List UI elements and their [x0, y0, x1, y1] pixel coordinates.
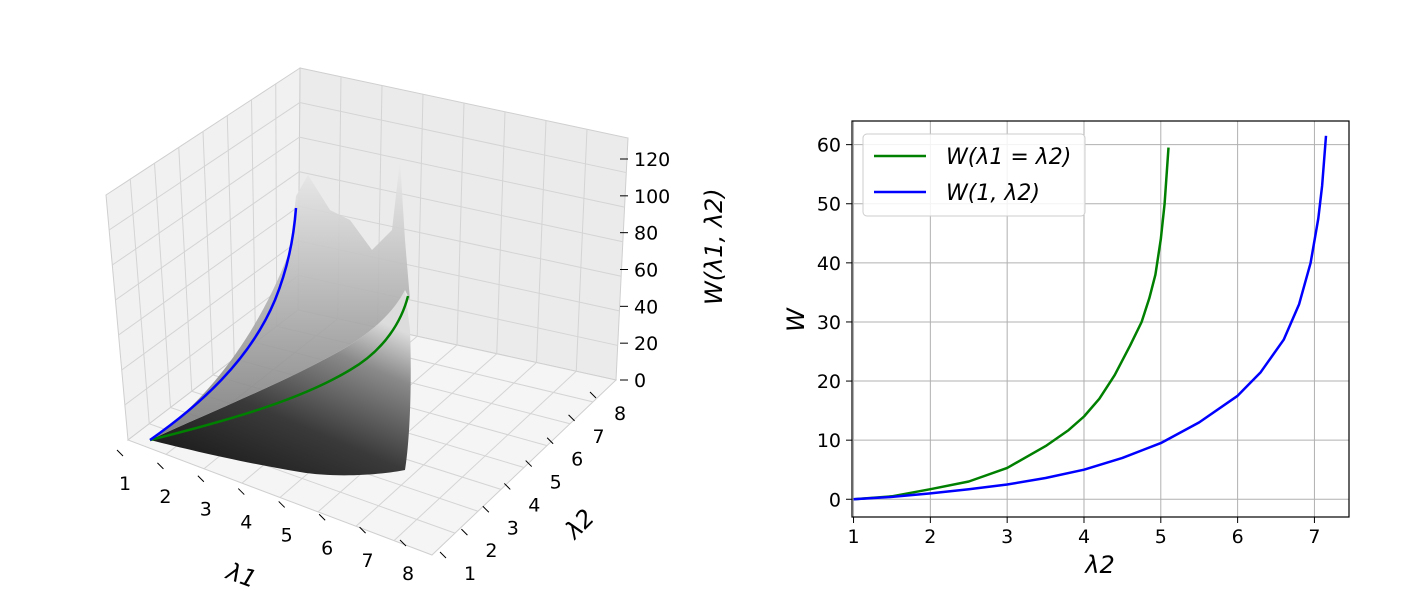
left-gridline: [129, 179, 150, 424]
lambda1-tick-label: 3: [200, 499, 212, 521]
lambda2-tick-label: 4: [528, 494, 540, 516]
left-gridline: [178, 147, 193, 392]
lambda2-tick-mark: [589, 391, 597, 399]
z-tick-label: 40: [634, 296, 658, 318]
series-lines: [853, 135, 1328, 501]
z-tick-label: 100: [634, 186, 670, 208]
floor-gridline: [393, 370, 577, 541]
lambda2-axis-label: λ2: [558, 504, 600, 546]
lambda2-tick-mark: [482, 505, 490, 513]
legend: W(λ1 = λ2) W(1, λ2): [862, 133, 1086, 217]
y-tick-label: 40: [817, 253, 841, 275]
lambda2-tick-label: 6: [571, 449, 583, 471]
x-tick-label: 5: [1155, 526, 1167, 548]
lambda2-tick-label: 3: [507, 517, 519, 539]
left-gridline: [251, 99, 256, 343]
left-gridline: [226, 115, 235, 359]
surface-curve-equal-lambda: [149, 295, 410, 442]
x-tick-label: 7: [1308, 526, 1320, 548]
lambda1-tick-mark: [237, 488, 245, 495]
plot-frame: [851, 120, 1350, 518]
legend-box: [862, 133, 1086, 217]
z-tick-label: 0: [634, 370, 646, 392]
lambda1-tick-label: 4: [240, 512, 252, 534]
legend-label-lambda1-one: W(1, λ2): [946, 181, 1040, 206]
wall-gridline: [112, 136, 625, 266]
z-tick-label: 80: [634, 223, 658, 245]
lambda1-tick-label: 8: [402, 563, 414, 585]
z-tick-label: 60: [634, 260, 658, 282]
lambda1-tick-mark: [318, 513, 326, 521]
legend-label-equal-lambda: W(λ1 = λ2): [946, 145, 1071, 170]
x-tick-label: 2: [924, 526, 936, 548]
surface-rising-sheet: [150, 160, 410, 440]
x-tick-label: 1: [847, 526, 859, 548]
surface-body: [150, 290, 411, 476]
lambda2-tick-mark: [568, 414, 575, 422]
y-axis-label: W: [782, 307, 810, 332]
series-line-lambda1-one: [853, 135, 1328, 501]
back-gridline: [575, 129, 588, 372]
lambda1-tick-label: 6: [321, 537, 333, 559]
lambda2-tick-label: 8: [614, 403, 626, 425]
back-gridline: [536, 120, 547, 363]
lambda2-tick-label: 1: [464, 563, 476, 585]
lambda1-tick-label: 1: [119, 473, 131, 495]
lambda2-tick-mark: [439, 551, 447, 559]
x-tick-label: 4: [1078, 526, 1090, 548]
lambda1-tick-mark: [197, 475, 205, 483]
line-plot: 1 2 3 4 5 6 7 0 10 20 30 40 50 60 λ2 W W(λ1 = λ2) W(1…: [782, 120, 1350, 579]
x-tick-label: 6: [1232, 526, 1244, 548]
lambda2-tick-mark: [503, 483, 511, 490]
back-gridline: [496, 111, 506, 354]
lambda2-tick-mark: [461, 528, 468, 536]
wall-gridline: [115, 171, 623, 301]
y-tick-label: 0: [829, 489, 841, 511]
y-tick-label: 20: [817, 371, 841, 393]
left-gridline: [154, 163, 171, 408]
floor-gridline: [355, 362, 537, 527]
lambda2-tick-label: 7: [593, 426, 605, 448]
lambda1-tick-mark: [399, 539, 407, 547]
y-tick-label: 60: [817, 135, 841, 157]
lambda2-tick-label: 2: [485, 540, 497, 562]
z-axis-label: W(λ1, λ2): [700, 188, 728, 305]
z-tick-label: 120: [634, 149, 670, 171]
lambda1-tick-label: 7: [362, 550, 374, 572]
x-axis-label: λ2: [1083, 551, 1114, 579]
surface-curve-lambda1-one: [149, 207, 298, 442]
lambda1-tick-mark: [157, 462, 164, 470]
x-tick-label: 3: [1001, 526, 1013, 548]
back-gridline: [456, 102, 465, 346]
lambda1-tick-mark: [278, 501, 286, 508]
lambda1-axis-label: λ1: [221, 557, 260, 594]
y-tick-label: 10: [817, 430, 841, 452]
y-tick-label: 50: [817, 194, 841, 216]
series-line-equal-lambda: [853, 147, 1170, 501]
back-gridline: [416, 94, 424, 337]
left-gridline: [202, 131, 214, 376]
ticks-2d: 1 2 3 4 5 6 7 0 10 20 30 40 50 60: [817, 135, 1321, 548]
lambda2-tick-mark: [546, 437, 554, 445]
lambda1-tick-mark: [116, 449, 124, 457]
z-tick-label: 20: [634, 333, 658, 355]
lambda2-tick-label: 5: [550, 472, 562, 494]
y-tick-label: 30: [817, 312, 841, 334]
lambda1-tick-label: 5: [281, 524, 293, 546]
wall-gridline: [108, 102, 627, 231]
lambda1-tick-mark: [359, 526, 366, 534]
lambda2-tick-mark: [525, 460, 533, 467]
lambda1-tick-label: 2: [159, 486, 171, 508]
